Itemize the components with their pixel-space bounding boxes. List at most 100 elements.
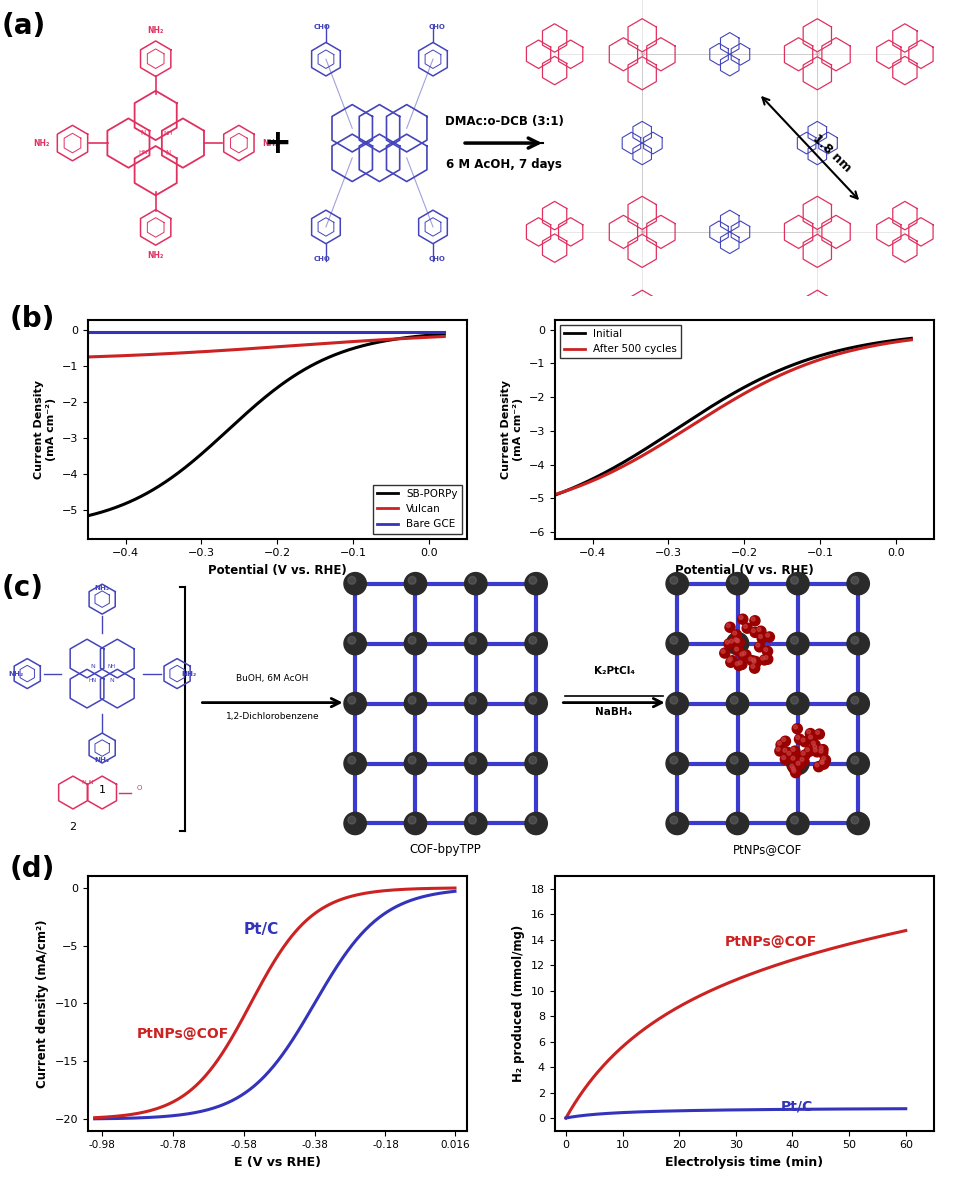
- Circle shape: [726, 624, 730, 628]
- Text: COF-bpyTPP: COF-bpyTPP: [410, 843, 482, 856]
- Text: O: O: [136, 785, 142, 791]
- Circle shape: [739, 652, 743, 656]
- Circle shape: [851, 636, 859, 644]
- Circle shape: [750, 658, 761, 668]
- Circle shape: [783, 748, 787, 752]
- Circle shape: [670, 696, 678, 704]
- Circle shape: [737, 659, 747, 669]
- Circle shape: [727, 752, 749, 774]
- PtNPs@COF: [89, 1111, 100, 1125]
- Text: CHO: CHO: [428, 24, 446, 31]
- Circle shape: [781, 755, 785, 760]
- Circle shape: [796, 761, 800, 765]
- Circle shape: [787, 693, 810, 715]
- Circle shape: [409, 816, 416, 824]
- Circle shape: [781, 738, 785, 741]
- Circle shape: [405, 573, 426, 594]
- Circle shape: [525, 573, 547, 594]
- Circle shape: [344, 632, 367, 655]
- Circle shape: [344, 812, 367, 835]
- Circle shape: [813, 761, 824, 772]
- Circle shape: [787, 812, 810, 835]
- Circle shape: [739, 661, 742, 664]
- Circle shape: [796, 735, 800, 739]
- Text: CHO: CHO: [313, 256, 331, 262]
- Circle shape: [817, 748, 828, 758]
- Text: (d): (d): [10, 855, 55, 883]
- Circle shape: [731, 696, 739, 704]
- Circle shape: [820, 760, 824, 764]
- Circle shape: [780, 736, 790, 746]
- Pt/C: [450, 884, 461, 899]
- Text: NH₂: NH₂: [148, 26, 163, 36]
- Text: HN: HN: [138, 150, 148, 155]
- Pt/C: [350, 933, 362, 947]
- Pt/C: [89, 1112, 100, 1126]
- Circle shape: [731, 757, 739, 764]
- Text: NH₂: NH₂: [94, 757, 110, 762]
- Circle shape: [733, 631, 737, 635]
- Circle shape: [732, 630, 741, 639]
- Pt/C: [315, 985, 327, 999]
- Text: NH: NH: [163, 130, 173, 136]
- Text: 6 M AcOH, 7 days: 6 M AcOH, 7 days: [446, 157, 562, 170]
- Circle shape: [730, 639, 734, 643]
- Circle shape: [348, 757, 356, 764]
- Circle shape: [818, 759, 829, 770]
- Text: (a): (a): [2, 12, 46, 40]
- Circle shape: [759, 635, 763, 638]
- Circle shape: [409, 757, 416, 764]
- Text: NH₂: NH₂: [148, 251, 163, 259]
- Circle shape: [739, 616, 743, 619]
- Circle shape: [795, 734, 805, 745]
- Circle shape: [847, 752, 870, 774]
- Circle shape: [811, 744, 821, 753]
- Circle shape: [734, 661, 744, 670]
- Circle shape: [794, 725, 798, 729]
- Circle shape: [465, 752, 487, 774]
- Circle shape: [822, 757, 826, 760]
- Circle shape: [667, 693, 689, 715]
- Text: 1: 1: [98, 785, 106, 794]
- Circle shape: [348, 577, 356, 584]
- Circle shape: [790, 764, 794, 768]
- Text: (b): (b): [10, 305, 55, 334]
- Circle shape: [810, 740, 820, 749]
- Circle shape: [727, 632, 749, 655]
- Circle shape: [807, 729, 811, 734]
- Circle shape: [811, 741, 815, 745]
- Text: BuOH, 6M AcOH: BuOH, 6M AcOH: [236, 674, 308, 683]
- Text: 1,2-Dichlorobenzene: 1,2-Dichlorobenzene: [226, 713, 319, 721]
- Text: PtNPs@COF: PtNPs@COF: [733, 843, 803, 856]
- Circle shape: [791, 747, 795, 752]
- Circle shape: [727, 656, 738, 665]
- Circle shape: [790, 755, 800, 765]
- Text: ⊕: ⊕: [814, 51, 820, 57]
- Circle shape: [791, 696, 799, 704]
- Text: PtNPs@COF: PtNPs@COF: [725, 935, 816, 950]
- Circle shape: [670, 636, 678, 644]
- Circle shape: [409, 636, 416, 644]
- Circle shape: [791, 757, 795, 760]
- Text: K₂PtCl₄: K₂PtCl₄: [594, 667, 634, 676]
- Circle shape: [405, 632, 426, 655]
- Circle shape: [734, 637, 744, 648]
- Circle shape: [813, 748, 817, 752]
- X-axis label: Potential (V vs. RHE): Potential (V vs. RHE): [208, 564, 346, 577]
- Circle shape: [806, 748, 810, 752]
- Circle shape: [348, 696, 356, 704]
- Circle shape: [670, 757, 678, 764]
- Circle shape: [405, 752, 426, 774]
- Legend: SB-PORPy, Vulcan, Bare GCE: SB-PORPy, Vulcan, Bare GCE: [373, 484, 462, 534]
- Circle shape: [465, 693, 487, 715]
- Circle shape: [465, 812, 487, 835]
- Circle shape: [819, 749, 823, 753]
- Circle shape: [469, 757, 477, 764]
- Circle shape: [525, 752, 547, 774]
- Text: NH₂: NH₂: [33, 139, 50, 148]
- Text: 1.8 nm: 1.8 nm: [810, 131, 854, 174]
- Text: CHO: CHO: [428, 256, 446, 262]
- Circle shape: [788, 762, 799, 773]
- Circle shape: [469, 577, 477, 584]
- Circle shape: [804, 746, 814, 757]
